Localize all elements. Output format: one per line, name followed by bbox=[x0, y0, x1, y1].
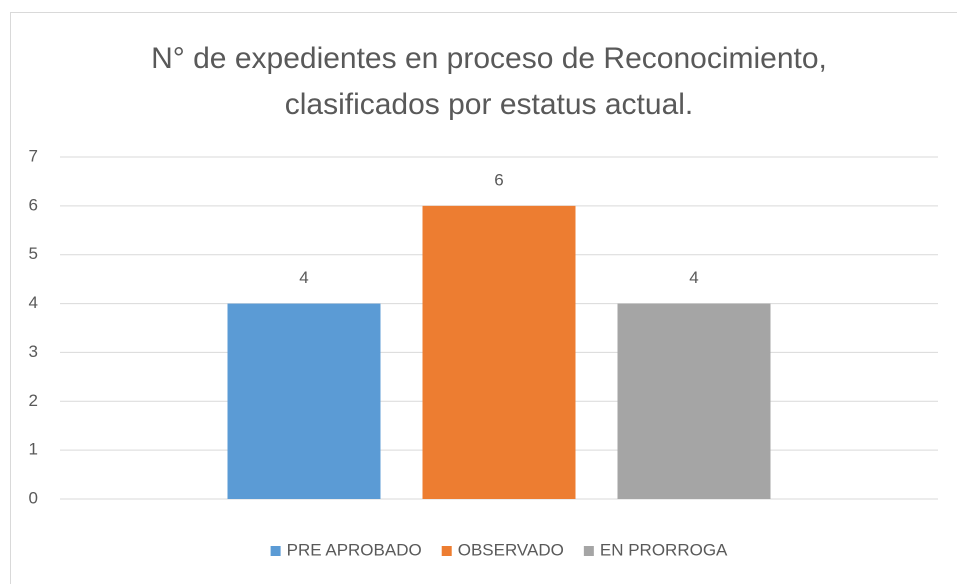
y-tick-label: 0 bbox=[29, 488, 38, 507]
legend-swatch bbox=[583, 546, 594, 556]
bar bbox=[617, 303, 771, 499]
data-label: 4 bbox=[299, 268, 308, 287]
legend-label: PRE APROBADO bbox=[287, 540, 422, 559]
y-tick-label: 1 bbox=[29, 440, 38, 459]
y-tick-label: 5 bbox=[29, 244, 38, 263]
legend-label: OBSERVADO bbox=[458, 540, 564, 559]
bar bbox=[422, 205, 576, 499]
legend-swatch bbox=[270, 546, 281, 556]
y-tick-label: 7 bbox=[29, 146, 38, 165]
data-label: 6 bbox=[494, 170, 503, 189]
legend-swatch bbox=[441, 546, 452, 556]
chart-border bbox=[10, 12, 957, 584]
chart-title: N° de expedientes en proceso de Reconoci… bbox=[151, 42, 827, 121]
y-tick-label: 2 bbox=[29, 391, 38, 410]
y-tick-label: 6 bbox=[29, 195, 38, 214]
y-tick-label: 3 bbox=[29, 342, 38, 361]
bar bbox=[227, 303, 381, 499]
y-tick-label: 4 bbox=[29, 293, 38, 312]
legend-label: EN PRORROGA bbox=[600, 540, 728, 559]
data-label: 4 bbox=[689, 268, 698, 287]
